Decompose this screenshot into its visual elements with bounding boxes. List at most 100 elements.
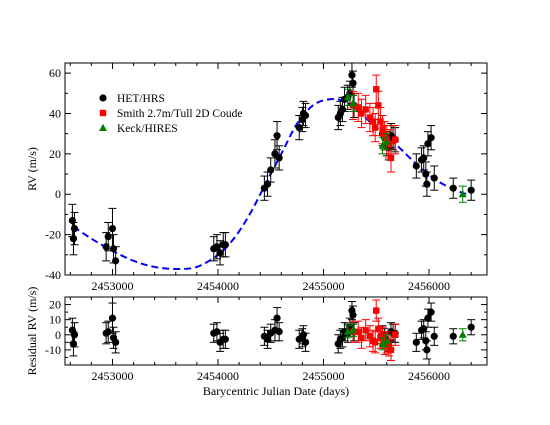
data-point-smith [381, 132, 388, 139]
data-point-het [449, 332, 457, 340]
data-point-smith [362, 327, 369, 334]
data-point-het [420, 325, 428, 333]
legend-marker-square [99, 109, 107, 117]
data-point-het [430, 332, 438, 340]
data-point-keck [382, 336, 391, 344]
data-point-smith [358, 334, 365, 341]
data-point-smith [369, 118, 377, 125]
data-point-het [348, 71, 356, 79]
data-point-keck [458, 330, 467, 338]
data-point-het [467, 186, 475, 194]
y-tick-label: 20 [49, 147, 61, 161]
plot-frame [64, 62, 488, 276]
data-point-het [273, 132, 281, 140]
model-curve-line [72, 98, 470, 270]
y-tick-label: 0 [55, 328, 61, 342]
data-point-smith [387, 346, 395, 354]
data-point-smith [366, 114, 374, 121]
data-point-het [213, 328, 221, 336]
legend-label: HET/HRS [117, 93, 165, 105]
data-layer [68, 63, 476, 275]
data-point-het [427, 134, 435, 142]
data-point-het [70, 331, 79, 339]
y-tick-label: 10 [49, 313, 61, 327]
data-point-het [69, 340, 78, 348]
data-point-keck [343, 93, 352, 101]
data-point-het [424, 140, 432, 148]
x-axis-title: Barycentric Julian Date (days) [203, 384, 349, 398]
y-tick-label: 60 [49, 66, 61, 80]
y-axis-title: RV (m/s) [25, 147, 39, 191]
data-point-het [108, 314, 117, 322]
data-point-keck [382, 137, 391, 145]
data-point-het [221, 335, 229, 343]
data-point-smith [392, 331, 399, 338]
x-tick-label: 2456000 [408, 369, 450, 383]
data-point-het [104, 328, 112, 336]
data-point-het [467, 323, 475, 331]
y-tick-label: -10 [45, 343, 61, 357]
data-point-het [449, 184, 457, 192]
data-point-smith [362, 106, 369, 113]
x-tick-label: 2453000 [91, 279, 133, 293]
data-point-smith [392, 136, 399, 143]
data-point-het [424, 314, 432, 322]
data-point-keck [349, 326, 358, 334]
data-point-keck [378, 339, 387, 347]
data-point-het [273, 314, 281, 322]
data-point-het [70, 224, 79, 233]
data-point-smith [379, 126, 386, 133]
data-point-smith [373, 86, 380, 93]
data-point-smith [377, 118, 384, 125]
data-point-smith [371, 339, 379, 346]
data-point-het [213, 243, 221, 251]
data-point-het [422, 170, 430, 178]
y-tick-label: -20 [45, 228, 61, 242]
data-point-keck [458, 190, 467, 198]
data-point-smith [375, 325, 382, 332]
data-point-het [301, 111, 310, 120]
data-point-smith [371, 124, 379, 131]
data-point-smith [385, 342, 393, 349]
y-tick-label: 40 [49, 106, 61, 120]
data-point-het [221, 241, 229, 249]
data-point-keck [378, 141, 387, 149]
x-tick-label: 2455000 [302, 279, 344, 293]
data-point-smith [358, 110, 365, 117]
data-point-het [104, 233, 112, 241]
y-tick-label: -40 [45, 268, 61, 282]
data-point-het [423, 180, 431, 188]
data-point-het [349, 79, 357, 87]
data-point-het [427, 308, 435, 316]
data-point-het [112, 257, 120, 265]
data-point-het [420, 154, 428, 162]
data-point-het [423, 346, 431, 354]
data-point-het [275, 154, 283, 162]
data-point-het [412, 338, 420, 346]
main-panel: 2453000 2454000 2455000 2456000 -40 -20 0 20 40 6… [25, 62, 488, 293]
data-point-het [267, 166, 275, 174]
data-point-het [301, 338, 310, 346]
data-point-het [263, 335, 272, 343]
x-tick-label: 2453000 [91, 369, 133, 383]
data-point-smith [355, 104, 362, 111]
data-point-het [108, 224, 117, 233]
x-tick-label: 2455000 [302, 369, 344, 383]
data-point-het [430, 174, 438, 182]
data-point-het [349, 311, 357, 319]
legend-marker-triangle [99, 123, 107, 131]
data-point-het [275, 328, 283, 336]
data-point-smith [373, 307, 380, 314]
y-axis-title: Residual RV (m/s) [25, 287, 39, 376]
x-tick-label: 2454000 [197, 369, 239, 383]
data-point-smith [366, 333, 374, 340]
plot-frame [64, 296, 488, 366]
data-point-het [69, 235, 78, 243]
data-point-smith [375, 102, 382, 109]
data-point-het [216, 249, 224, 257]
data-layer [68, 299, 476, 361]
legend-label: Keck/HIRES [117, 123, 178, 135]
data-point-smith [387, 154, 395, 162]
